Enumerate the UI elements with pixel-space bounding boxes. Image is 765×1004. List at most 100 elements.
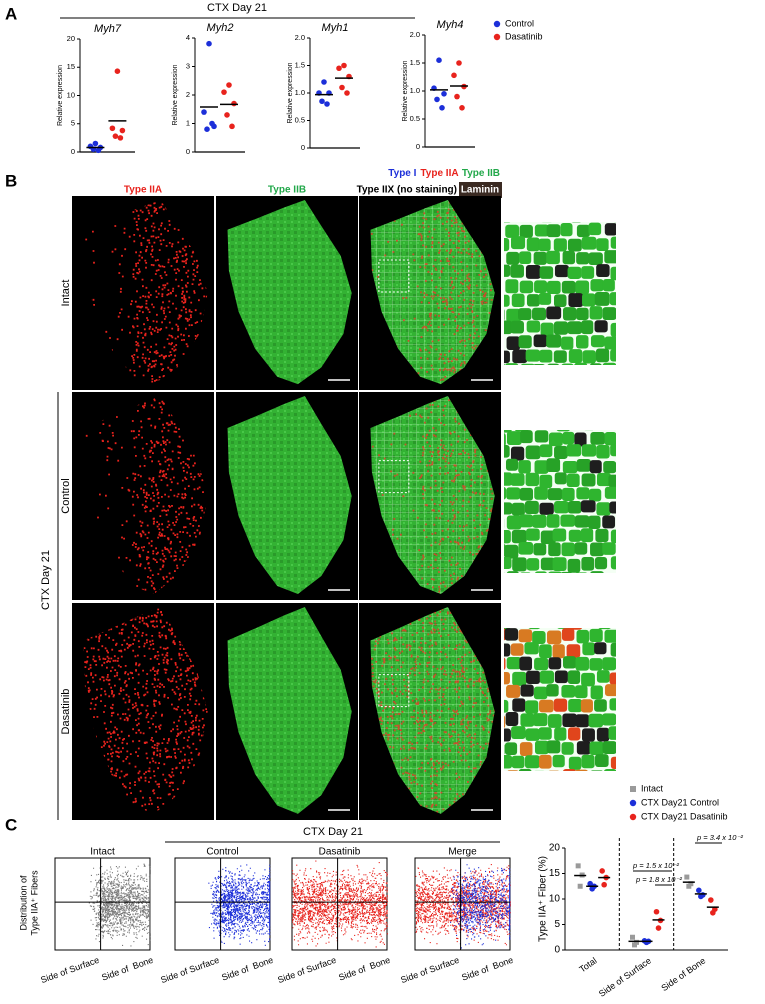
zoom-fiber xyxy=(595,377,609,391)
legend-marker xyxy=(629,799,637,807)
x-axis-label: Side of Bone xyxy=(337,955,391,983)
zoom-fiber xyxy=(542,222,552,223)
legend-label: CTX Day21 Control xyxy=(641,797,719,807)
zoom-fiber xyxy=(617,713,629,726)
zoom-fiber xyxy=(604,629,616,643)
data-point xyxy=(441,91,447,97)
zoom-fiber xyxy=(504,744,505,755)
zoom-fiber xyxy=(602,279,615,292)
zoom-fiber xyxy=(561,542,575,557)
zoom-fiber xyxy=(526,558,540,571)
zoom-fiber xyxy=(604,572,615,573)
legend-marker xyxy=(493,33,501,41)
zoom-fiber xyxy=(504,544,519,559)
zoom-fiber xyxy=(554,445,568,459)
data-point xyxy=(339,84,345,91)
zoom-fiber xyxy=(610,377,622,389)
legend-marker xyxy=(493,20,501,28)
zoom-fiber xyxy=(534,430,549,443)
zoom-fiber xyxy=(510,320,524,334)
zoom-fiber xyxy=(547,363,560,365)
zoom-fiber xyxy=(576,629,590,644)
zoom-fiber xyxy=(518,460,531,474)
zoom-fiber xyxy=(576,224,590,238)
zoom-fiber xyxy=(552,644,565,659)
x-axis-label: Side of Bone xyxy=(460,955,514,983)
zoom-fiber xyxy=(504,309,505,321)
data-point xyxy=(321,79,327,85)
zoom-fiber xyxy=(614,222,616,223)
zoom-fiber xyxy=(518,308,532,321)
data-point xyxy=(319,98,325,105)
x-tick-label: Side of Bone xyxy=(659,955,707,993)
zoom-fiber xyxy=(512,376,524,389)
zoom-fiber xyxy=(511,529,527,544)
zoom-fiber xyxy=(504,486,507,500)
zoom-fiber xyxy=(548,542,561,557)
zoom-fiber xyxy=(534,460,549,474)
column-title: Type IIA xyxy=(124,185,162,196)
zoom-fiber xyxy=(561,628,575,641)
panel-label: A xyxy=(5,4,17,23)
plot-title: Myh2 xyxy=(207,22,234,34)
zoom-fiber xyxy=(611,614,624,628)
data-point xyxy=(708,897,714,903)
y-tick-label: 2 xyxy=(186,90,190,99)
y-tick-label: 1.5 xyxy=(410,58,420,67)
zoom-fiber xyxy=(504,444,510,458)
zoom-fiber xyxy=(512,557,527,572)
bracket xyxy=(633,842,722,886)
annotation: p = 1.8 x 10⁻² xyxy=(635,875,682,884)
zoom-fiber xyxy=(510,643,524,656)
zoom-fiber xyxy=(504,222,511,223)
zoom-fiber xyxy=(506,336,521,350)
data-point xyxy=(336,65,342,72)
zoom-fiber xyxy=(524,500,539,514)
zoom-fiber xyxy=(611,784,625,798)
x-axis-label: Side of Surface xyxy=(39,955,100,985)
zoom-fiber xyxy=(567,238,582,252)
zoom-fiber xyxy=(580,528,594,543)
zoom-fiber xyxy=(619,658,634,671)
zoom-fiber xyxy=(604,486,616,499)
zoom-fiber xyxy=(548,770,559,771)
zoom-fiber xyxy=(568,529,582,542)
zoom-fiber xyxy=(511,293,525,307)
zoom-fiber xyxy=(504,294,510,307)
zoom-fiber xyxy=(504,264,511,277)
zoom-fiber xyxy=(610,756,616,769)
zoom-fiber xyxy=(602,362,616,365)
zoom-fiber xyxy=(552,557,567,572)
zoom-fiber xyxy=(532,713,548,727)
zoom-fiber xyxy=(568,628,582,630)
zoom-fiber xyxy=(546,458,561,472)
data-point xyxy=(109,125,116,132)
data-point xyxy=(653,908,660,915)
zoom-fiber xyxy=(574,362,588,365)
zoom-fiber xyxy=(625,642,638,655)
zoom-fiber xyxy=(553,350,567,363)
zoom-image xyxy=(504,209,630,391)
legend-marker xyxy=(629,813,637,821)
zoom-fiber xyxy=(548,432,563,447)
data-point xyxy=(684,874,690,880)
zoom-fiber xyxy=(542,615,555,628)
zoom-fiber xyxy=(520,713,535,727)
zoom-fiber xyxy=(616,363,630,377)
zoom-fiber xyxy=(568,727,581,741)
zoom-fiber xyxy=(594,784,608,797)
zoom-fiber xyxy=(518,629,533,643)
data-point xyxy=(655,925,662,931)
zoom-fiber xyxy=(602,515,616,529)
y-axis-label: Relative expression xyxy=(287,62,294,123)
y-axis-label: Relative expression xyxy=(402,60,409,121)
zoom-fiber xyxy=(582,350,596,364)
zoom-fiber xyxy=(504,728,511,742)
zoom-fiber xyxy=(553,587,567,600)
zoom-fiber xyxy=(526,237,540,252)
type-iia-fibers xyxy=(370,607,495,814)
zoom-fiber xyxy=(556,430,570,432)
zoom-fiber xyxy=(597,209,612,222)
zoom-fiber xyxy=(604,223,616,236)
data-point xyxy=(454,93,460,100)
